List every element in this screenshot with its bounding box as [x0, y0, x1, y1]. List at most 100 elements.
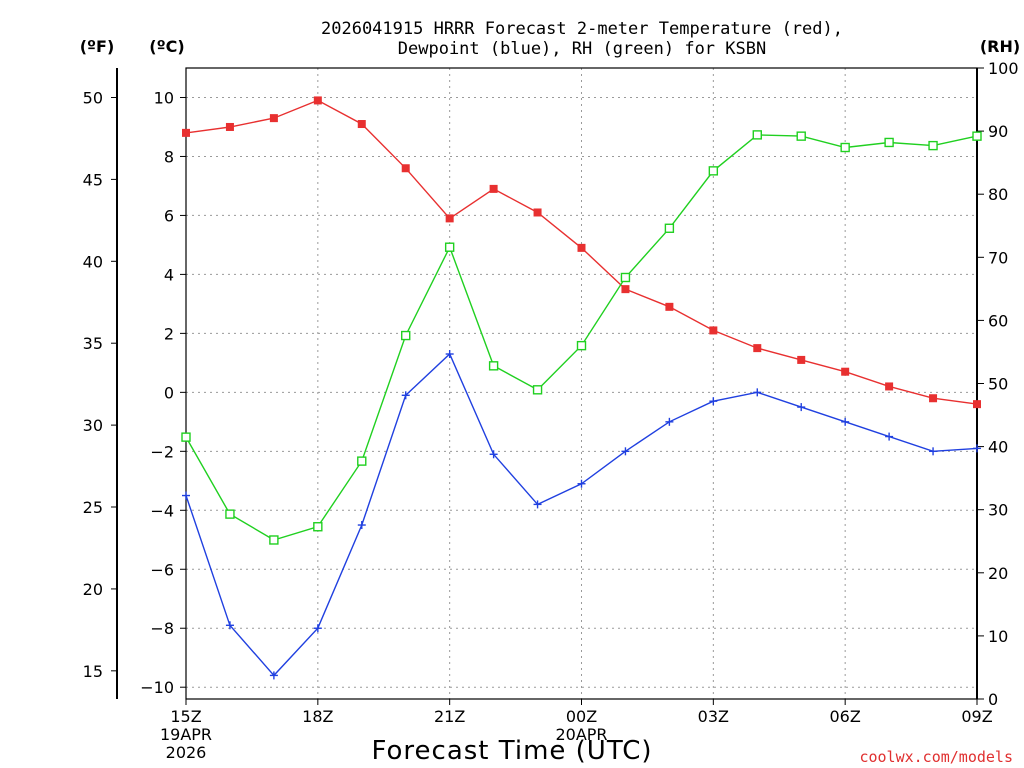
fahrenheit-tick-label: 40 — [83, 252, 103, 271]
fahrenheit-tick-label: 35 — [83, 334, 103, 353]
dewpoint-point — [665, 417, 674, 426]
temperature-point — [753, 344, 762, 353]
x-axis-label: Forecast Time (UTC) — [371, 736, 652, 766]
rh-point — [181, 432, 191, 442]
temperature-point — [313, 96, 322, 105]
rh-tick-label: 0 — [988, 690, 998, 709]
temperature-point — [797, 355, 806, 364]
dewpoint-point — [973, 444, 981, 453]
fahrenheit-tick-label: 25 — [83, 498, 103, 517]
x-tick-label: 00Z — [566, 707, 597, 726]
rh-point — [796, 131, 806, 141]
x-tick-label: 2026 — [166, 743, 207, 762]
celsius-tick-label: −4 — [150, 501, 174, 520]
temperature-point — [709, 326, 718, 335]
x-tick-label: 21Z — [434, 707, 465, 726]
rh-point — [488, 361, 499, 371]
rh-point — [444, 242, 455, 252]
rh-point — [884, 137, 894, 148]
fahrenheit-tick-label: 45 — [83, 170, 103, 189]
dewpoint-point — [533, 500, 542, 509]
gridlines — [186, 68, 977, 699]
celsius-tick-label: −10 — [140, 678, 174, 697]
rh-tick-label: 30 — [988, 501, 1008, 520]
chart-title-line-2: Dewpoint (blue), RH (green) for KSBN — [398, 39, 766, 59]
fahrenheit-axis-unit: (ºF) — [80, 37, 115, 56]
dewpoint-point — [753, 388, 762, 397]
x-tick-label: 18Z — [302, 707, 333, 726]
temperature-point — [841, 367, 850, 376]
temperature-point — [489, 184, 498, 193]
data-series — [181, 96, 982, 680]
rh-point — [928, 140, 938, 151]
dewpoint-point — [929, 447, 938, 456]
rh-tick-label: 80 — [988, 185, 1008, 204]
rh-tick-label: 20 — [988, 564, 1008, 583]
rh-point — [357, 456, 367, 466]
x-tick-label: 03Z — [698, 707, 729, 726]
celsius-tick-label: 4 — [164, 265, 174, 284]
dewpoint-point — [313, 624, 322, 633]
rh-tick-label: 40 — [988, 438, 1008, 457]
celsius-tick-label: −2 — [150, 442, 174, 461]
celsius-tick-label: −8 — [150, 619, 174, 638]
dewpoint-point — [885, 432, 894, 441]
dewpoint-point — [841, 417, 850, 426]
dewpoint-point — [401, 391, 410, 400]
temperature-point — [621, 285, 630, 294]
rh-tick-label: 100 — [988, 59, 1019, 78]
temperature-point — [929, 394, 938, 403]
fahrenheit-tick-label: 15 — [83, 662, 103, 681]
rh-point — [620, 272, 631, 283]
temperature-point — [225, 122, 234, 131]
rh-point — [401, 330, 411, 341]
temperature-point — [357, 120, 366, 129]
celsius-tick-label: 8 — [164, 147, 174, 166]
temperature-point — [533, 208, 542, 217]
dewpoint-point — [269, 671, 278, 680]
tick-labels: −10 −8 −6 −4 −2 0 2 4 6 8 10 15 20 25 30 35 40 45 50 0 10 20 3… — [83, 59, 1019, 762]
rh-point — [972, 131, 982, 141]
dewpoint-point — [182, 491, 190, 500]
temperature-point — [885, 382, 894, 391]
celsius-axis-unit: (ºC) — [149, 37, 184, 56]
temperature-point — [445, 214, 454, 223]
rh-point — [840, 142, 850, 153]
rh-tick-label: 60 — [988, 311, 1008, 330]
credit-text: coolwx.com/models — [859, 748, 1013, 766]
axes — [111, 67, 984, 705]
temperature-point — [269, 114, 278, 123]
fahrenheit-tick-label: 30 — [83, 416, 103, 435]
rh-point — [313, 522, 323, 532]
dewpoint-point — [577, 479, 586, 488]
celsius-tick-label: 0 — [164, 383, 174, 402]
celsius-tick-label: −6 — [150, 560, 174, 579]
rh-tick-label: 10 — [988, 627, 1008, 646]
x-tick-label: 19APR — [160, 725, 212, 744]
rh-point — [532, 385, 543, 395]
dewpoint-point — [709, 397, 718, 406]
dewpoint-point — [797, 403, 806, 412]
rh-point — [269, 535, 279, 545]
rh-point — [664, 223, 675, 233]
temperature-point — [973, 400, 981, 409]
x-tick-label: 06Z — [830, 707, 861, 726]
celsius-tick-label: 2 — [164, 324, 174, 343]
temperature-point — [401, 164, 410, 173]
temperature-point — [577, 243, 586, 252]
celsius-tick-label: 10 — [154, 88, 174, 107]
x-tick-label: 20APR — [555, 725, 607, 744]
dewpoint-point — [445, 350, 454, 359]
celsius-tick-label: 6 — [164, 206, 174, 225]
dewpoint-point — [357, 521, 366, 530]
x-tick-label: 15Z — [170, 707, 201, 726]
fahrenheit-tick-label: 50 — [83, 88, 103, 107]
temperature-point — [182, 128, 190, 137]
plot-frame — [185, 67, 978, 700]
dewpoint-point — [225, 621, 234, 630]
rh-tick-label: 50 — [988, 375, 1008, 394]
rh-point — [225, 509, 235, 519]
rh-tick-label: 70 — [988, 248, 1008, 267]
rh-point — [708, 166, 719, 176]
